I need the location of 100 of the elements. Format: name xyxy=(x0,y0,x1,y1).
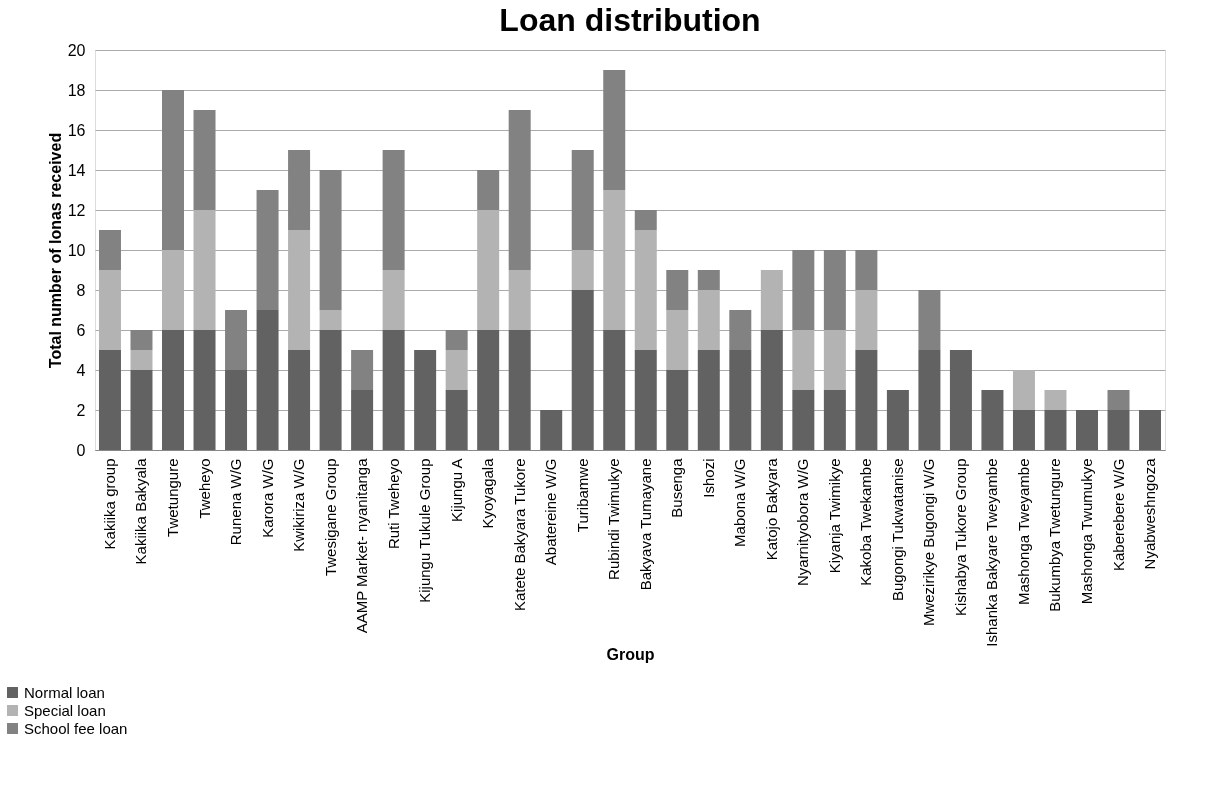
y-tick-label: 10 xyxy=(67,241,86,259)
x-tick-label: Rubindi Twimukye xyxy=(605,458,623,580)
bar xyxy=(1044,410,1067,450)
bar xyxy=(382,330,405,450)
x-tick-label: Kishabya Tukore Group xyxy=(951,458,969,617)
x-tick-label: Katojo Bakyara xyxy=(762,457,780,561)
x-tick-label: Twetungure xyxy=(164,458,181,537)
x-tick-label: Kakiika Bakyala xyxy=(132,457,150,565)
x-tick-label: Katete Bakyara Tukore xyxy=(510,458,528,612)
y-tick-label: 0 xyxy=(76,441,86,459)
y-tick-label: 6 xyxy=(76,321,86,339)
x-tick-label: Abatereine W/G xyxy=(542,458,560,566)
bar xyxy=(1139,410,1162,450)
bar xyxy=(508,330,531,450)
bar xyxy=(792,250,815,330)
x-tick-label: Runena W/G xyxy=(227,458,245,546)
bar xyxy=(414,350,437,450)
bar xyxy=(225,310,248,370)
bar xyxy=(666,270,689,310)
chart-title: Loan distribution xyxy=(499,2,761,38)
bar xyxy=(949,350,972,450)
x-tick-label: Kaberebere W/G xyxy=(1109,458,1127,572)
bar xyxy=(130,330,153,350)
bar xyxy=(603,70,626,190)
bar xyxy=(319,330,342,450)
bar xyxy=(1107,390,1130,410)
y-tick-label: 16 xyxy=(67,121,86,139)
y-tick-label: 18 xyxy=(67,81,86,99)
bar xyxy=(1044,390,1067,410)
bar xyxy=(886,390,909,450)
legend-label: Normal loan xyxy=(24,683,105,701)
x-tick-label: Kijungu Tukule Group xyxy=(416,458,434,603)
x-tick-label: Mabona W/G xyxy=(731,458,749,547)
bar xyxy=(319,170,342,310)
x-tick-label: Ruti Tweheyo xyxy=(384,458,402,550)
bar xyxy=(666,370,689,450)
x-tick-label: Ishanka Bakyare Tweyambe xyxy=(983,458,1001,647)
bar xyxy=(697,350,720,450)
y-tick-label: 8 xyxy=(76,281,86,299)
bar xyxy=(1076,410,1098,450)
y-tick-label: 4 xyxy=(76,361,86,379)
bar xyxy=(130,350,153,370)
x-axis-title: Group xyxy=(606,645,655,663)
x-tick-label: Kyoyagala xyxy=(479,457,497,529)
bar xyxy=(445,390,468,450)
bar xyxy=(162,330,184,450)
x-tick-label: Turibamwe xyxy=(573,458,591,533)
x-tick-label: Kijungu A xyxy=(447,458,465,522)
bar xyxy=(918,290,941,350)
bar xyxy=(351,390,374,450)
bar xyxy=(193,330,216,450)
x-tick-label: Nyarnityobora W/G xyxy=(794,458,812,587)
bar xyxy=(288,150,311,230)
bar xyxy=(256,310,279,450)
bar xyxy=(130,370,153,450)
y-tick-label: 14 xyxy=(67,161,86,179)
bar xyxy=(823,390,846,450)
x-tick-label: AAMP Market- nyanitanga xyxy=(353,457,371,634)
x-tick-label: Mashonga Twumukye xyxy=(1078,458,1095,605)
bar xyxy=(98,230,121,270)
x-tick-label: Bakyava Tumayane xyxy=(636,458,654,591)
bar xyxy=(288,350,311,450)
bar xyxy=(445,330,468,350)
x-tick-label: Kakiika group xyxy=(100,458,118,550)
bar xyxy=(729,310,752,350)
bar xyxy=(540,410,563,450)
x-tick-label: Mwezirikye Bugongi W/G xyxy=(920,458,938,627)
bar xyxy=(697,270,720,290)
x-tick-label: Twesigane Group xyxy=(321,458,339,577)
bar xyxy=(256,190,279,310)
bar xyxy=(729,350,752,450)
bar xyxy=(508,110,531,270)
bar xyxy=(319,310,342,330)
x-tick-label: Busenga xyxy=(668,457,686,518)
bar xyxy=(1012,410,1035,450)
legend-label: Special loan xyxy=(24,701,106,719)
bar xyxy=(162,90,184,250)
bar xyxy=(792,390,815,450)
y-tick-label: 20 xyxy=(67,41,86,59)
y-tick-label: 12 xyxy=(67,201,86,219)
x-tick-label: Kwikiriza W/G xyxy=(290,458,308,552)
x-tick-label: Ishozi xyxy=(699,458,717,498)
bar xyxy=(477,330,500,450)
x-tick-label: Bugongi Tukwatanise xyxy=(888,458,906,602)
bar xyxy=(351,350,374,390)
bar xyxy=(634,350,657,450)
bar xyxy=(760,330,783,450)
x-tick-label: Nyabweshngoza xyxy=(1141,457,1159,570)
bar xyxy=(823,250,846,330)
bar xyxy=(603,330,626,450)
x-tick-label: Mashonga Tweyambe xyxy=(1014,458,1032,605)
bar xyxy=(193,110,216,210)
x-tick-label: Kiyanja Twimikye xyxy=(825,458,843,574)
bar xyxy=(855,350,878,450)
bar xyxy=(477,170,500,210)
bar xyxy=(981,390,1004,450)
x-tick-label: Kakoba Twekambe xyxy=(857,458,875,586)
legend-label: School fee loan xyxy=(24,719,128,737)
y-axis-title: Total number of lonas received xyxy=(46,132,64,369)
x-tick-label: Tweheyo xyxy=(195,458,213,519)
